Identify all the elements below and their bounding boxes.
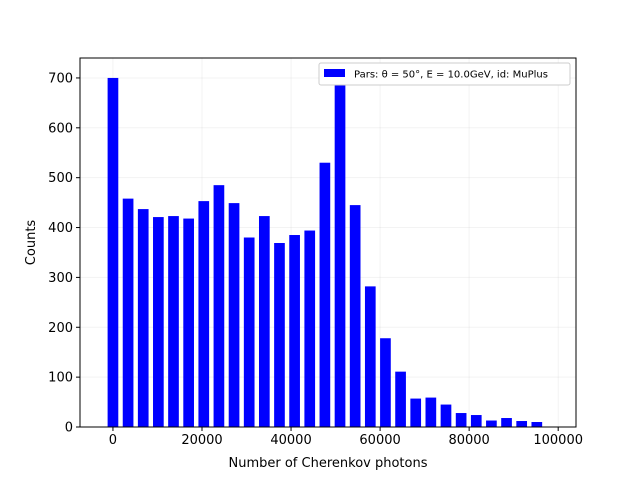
x-axis-label: Number of Cherenkov photons — [229, 456, 428, 471]
bar-17 — [364, 286, 376, 427]
x-tick-label-3: 60000 — [359, 433, 400, 448]
legend: Pars: θ = 50°, E = 10.0GeV, id: MuPlus — [318, 62, 571, 86]
y-tick-label-6: 600 — [48, 121, 73, 136]
bar-15 — [334, 77, 346, 427]
bar-18 — [380, 338, 391, 427]
y-tick-label-3: 300 — [48, 271, 73, 286]
bar-1 — [122, 198, 134, 427]
y-tick-label-1: 100 — [48, 371, 73, 386]
histogram-bars — [107, 77, 543, 427]
bar-12 — [289, 235, 300, 427]
y-tick-label-2: 200 — [48, 321, 73, 336]
y-axis-ticks: 0 100 200 300 400 500 600 700 — [48, 71, 80, 436]
bar-4 — [168, 216, 179, 427]
bar-19 — [395, 371, 406, 427]
x-axis-ticks: 0 20000 40000 60000 80000 100000 — [109, 427, 583, 448]
bar-5 — [183, 218, 194, 427]
bar-23 — [455, 413, 467, 427]
bar-13 — [304, 230, 316, 427]
bar-9 — [243, 237, 255, 427]
bar-20 — [410, 398, 422, 427]
bar-16 — [349, 205, 361, 427]
x-tick-label-5: 100000 — [533, 433, 583, 448]
bar-25 — [486, 420, 497, 427]
plot-frame — [79, 57, 577, 428]
y-tick-label-4: 400 — [48, 221, 73, 236]
legend-entry-label: Pars: θ = 50°, E = 10.0GeV, id: MuPlus — [354, 70, 548, 81]
y-axis-label: Counts — [24, 220, 39, 266]
bar-11 — [274, 242, 285, 427]
bar-28 — [531, 422, 543, 427]
bar-7 — [213, 185, 225, 427]
bar-27 — [516, 421, 528, 427]
bar-21 — [425, 397, 437, 427]
bar-6 — [198, 201, 210, 427]
bar-24 — [470, 415, 482, 427]
bar-10 — [258, 216, 270, 427]
legend-box — [318, 62, 571, 86]
x-tick-label-1: 20000 — [181, 433, 222, 448]
x-tick-label-4: 80000 — [448, 433, 489, 448]
bar-2 — [137, 209, 149, 427]
bar-26 — [501, 418, 512, 427]
x-tick-label-2: 40000 — [270, 433, 311, 448]
bar-3 — [153, 217, 164, 427]
bar-14 — [319, 162, 331, 427]
bar-22 — [440, 404, 452, 427]
y-tick-label-0: 0 — [65, 421, 73, 436]
bar-0 — [107, 77, 119, 427]
y-tick-label-7: 700 — [48, 71, 73, 86]
y-tick-label-5: 500 — [48, 171, 73, 186]
bar-8 — [228, 203, 240, 427]
legend-swatch — [324, 69, 345, 77]
x-tick-label-0: 0 — [109, 433, 117, 448]
